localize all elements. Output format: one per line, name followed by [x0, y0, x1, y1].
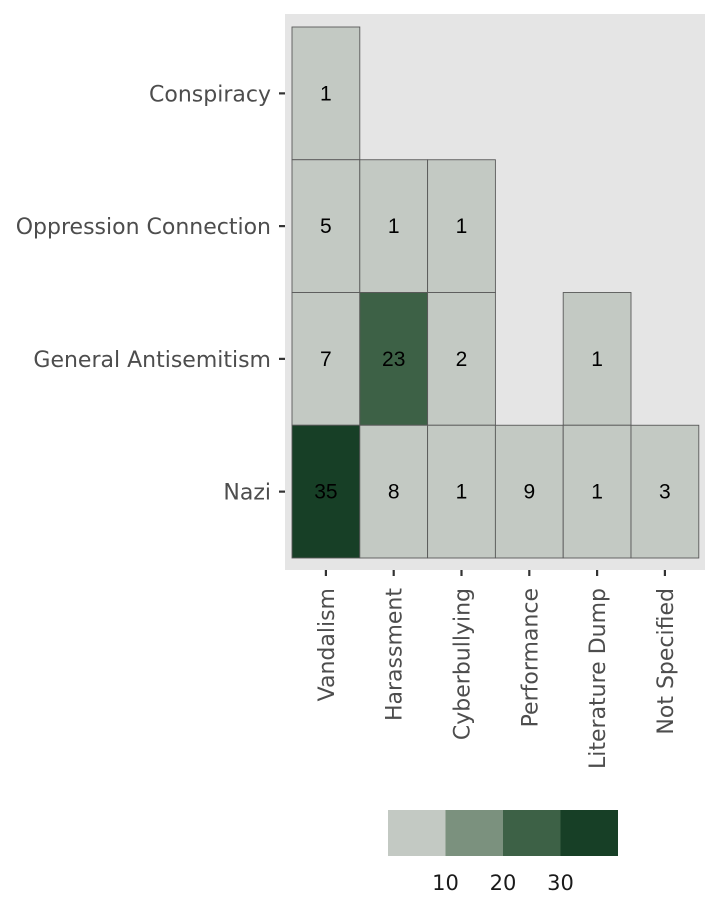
- cell-value-label: 1: [320, 82, 332, 105]
- y-tick-label-nazi: Nazi: [223, 481, 271, 506]
- y-tick-label-general-antisemitism: General Antisemitism: [33, 348, 271, 373]
- legend-label-10: 10: [432, 871, 459, 895]
- x-tick-label-vandalism: Vandalism: [315, 588, 340, 701]
- heatmap-cell-vandalism-conspiracy: [291, 26, 361, 161]
- cell-value-label: 1: [456, 215, 468, 238]
- legend-swatch-1: [388, 810, 446, 856]
- cell-value-label: 5: [320, 215, 332, 238]
- cell-value-label: 3: [659, 481, 671, 504]
- x-tick-label-not-specified: Not Specified: [654, 588, 679, 735]
- heatmap-cell-vandalism-oppression-connection: [291, 159, 361, 293]
- legend-label-20: 20: [490, 871, 517, 895]
- x-tick-label-cyberbullying: Cyberbullying: [451, 588, 476, 740]
- heatmap-cell-not-specified-nazi: [630, 424, 700, 559]
- heatmap-cell-harassment-nazi: [359, 424, 429, 559]
- legend-swatch-3: [503, 810, 561, 856]
- cell-value-label: 35: [314, 481, 337, 504]
- legend-swatch-2: [445, 810, 503, 856]
- cell-value-label: 8: [388, 481, 400, 504]
- x-tick-label-performance: Performance: [518, 588, 543, 727]
- heatmap-cell-harassment-oppression-connection: [359, 159, 429, 293]
- x-axis: Vandalism Harassment Cyberbullying Performa…: [315, 570, 679, 769]
- legend: 10 20 30: [388, 810, 618, 895]
- cell-value-label: 23: [382, 348, 405, 371]
- cell-value-label: 1: [388, 215, 400, 238]
- cell-value-label: 7: [320, 348, 332, 371]
- cell-value-label: 2: [456, 348, 468, 371]
- heatmap-cell-cyberbullying-oppression-connection: [427, 159, 496, 293]
- heatmap-cell-performance-nazi: [494, 424, 564, 559]
- heatmap-cell-literature-dump-general-antisemitism: [562, 292, 632, 426]
- x-tick-label-harassment: Harassment: [383, 588, 408, 721]
- x-tick-label-literature-dump: Literature Dump: [586, 588, 611, 769]
- cell-value-label: 1: [591, 481, 603, 504]
- y-tick-label-conspiracy: Conspiracy: [149, 82, 271, 107]
- y-axis: Conspiracy Oppression Connection General A…: [16, 82, 285, 506]
- cell-value-label: 9: [523, 481, 535, 504]
- heatmap-cells: [291, 26, 700, 559]
- cell-value-label: 1: [456, 481, 468, 504]
- heatmap-cell-literature-dump-nazi: [562, 424, 632, 559]
- y-tick-label-oppression-connection: Oppression Connection: [16, 215, 271, 240]
- heatmap-cell-cyberbullying-nazi: [427, 424, 496, 559]
- cell-value-labels: 1 5 1 1 7 23 2 1 35 8 1 9 1 3: [314, 82, 671, 503]
- heatmap-cell-vandalism-nazi: [291, 424, 361, 559]
- legend-swatch-4: [560, 810, 618, 856]
- cell-value-label: 1: [591, 348, 603, 371]
- heatmap-cell-cyberbullying-general-antisemitism: [427, 292, 496, 426]
- legend-label-30: 30: [547, 871, 574, 895]
